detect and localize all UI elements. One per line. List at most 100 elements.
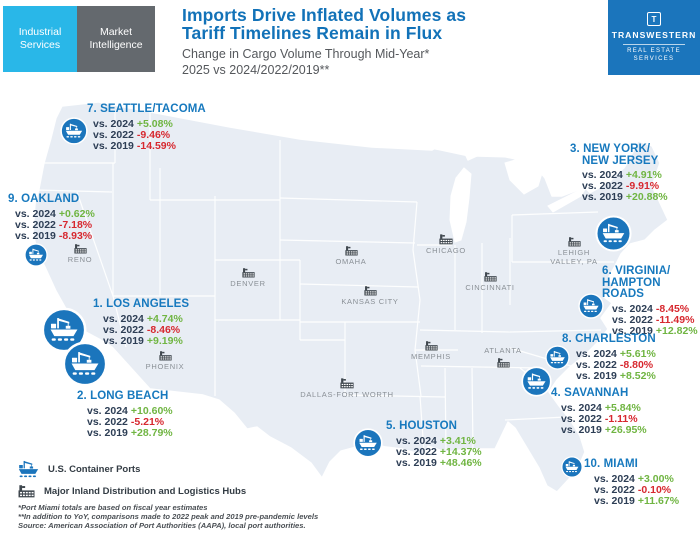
footnotes: *Port Miami totals are based on fiscal y…	[18, 503, 319, 530]
warehouse-icon	[484, 272, 497, 282]
vs-label: vs. 2019	[15, 229, 56, 242]
hub-memphis: MEMPHIS	[383, 341, 479, 362]
delta-value: +20.88%	[625, 191, 668, 203]
delta-value: +9.19%	[146, 334, 183, 347]
delta-value: -8.93%	[58, 229, 93, 242]
callout-virginia-hampton-roads: 6. VIRGINIA/ HAMPTON ROADS vs. 2024 -8.45…	[602, 265, 700, 337]
transwestern-t-icon: T	[647, 12, 661, 26]
footnote-2: **In addition to YoY, comparisons made t…	[18, 511, 319, 521]
divider	[623, 44, 685, 45]
hub-atlanta: ATLANTA	[455, 346, 551, 368]
port-name: 1. LOS ANGELES	[93, 298, 190, 310]
warehouse-icon	[18, 485, 35, 498]
warehouse-icon	[568, 237, 581, 247]
hub-label: RENO	[67, 255, 93, 264]
vs-label: vs. 2022	[87, 415, 128, 428]
callout-los-angeles: 1. LOS ANGELES vs. 2024 +4.74% vs. 2022 -8…	[93, 298, 190, 347]
delta-value: +5.61%	[619, 347, 656, 360]
port-name: 7. SEATTLE/TACOMA	[87, 103, 206, 115]
vs-label: vs. 2019	[93, 139, 134, 152]
vs-label: vs. 2019	[576, 369, 617, 382]
badge-market-intelligence: Market Intelligence	[77, 6, 155, 72]
delta-value: -8.45%	[655, 302, 690, 315]
hub-omaha: OMAHA	[303, 246, 399, 267]
footnote-3: Source: American Association of Port Aut…	[18, 520, 306, 530]
port-name: 9. OAKLAND	[8, 193, 80, 205]
header: Imports Drive Inflated Volumes as Tariff…	[182, 5, 467, 78]
delta-value: +4.91%	[625, 169, 662, 181]
delta-value: +14.37%	[439, 445, 482, 458]
vs-label: vs. 2019	[396, 456, 437, 469]
hub-label: CHICAGO	[426, 246, 466, 255]
hub-chicago: CHICAGO	[398, 234, 494, 256]
warehouse-icon	[439, 234, 453, 245]
port-icon-virginia-hampton-roads	[578, 293, 604, 319]
footnote-1: *Port Miami totals are based on fiscal y…	[18, 503, 208, 512]
hub-lehigh-valley: LEHIGH VALLEY, PA	[526, 237, 622, 266]
legend-container-ports: U.S. Container Ports	[18, 458, 246, 480]
delta-value: -8.46%	[146, 323, 181, 336]
vs-label: vs. 2022	[93, 128, 134, 141]
delta-value: +3.00%	[637, 472, 674, 485]
delta-value: -8.80%	[619, 358, 654, 371]
vs-label: vs. 2022	[396, 445, 437, 458]
vs-label: vs. 2024	[396, 434, 437, 447]
transwestern-name: TRANSWESTERN	[611, 30, 697, 40]
port-name: 6. VIRGINIA/ HAMPTON ROADS	[602, 265, 671, 300]
vs-label: vs. 2022	[594, 483, 635, 496]
vs-label: vs. 2024	[612, 302, 653, 315]
legend-label: Major Inland Distribution and Logistics …	[44, 485, 247, 497]
port-name: 2. LONG BEACH	[77, 390, 169, 402]
delta-value: +48.46%	[439, 456, 482, 469]
hub-reno: RENO	[32, 244, 128, 265]
port-name: 10. MIAMI	[584, 458, 638, 470]
vs-label: vs. 2019	[103, 334, 144, 347]
delta-value: +12.82%	[655, 324, 698, 337]
page-title-line1: Imports Drive Inflated Volumes as	[182, 5, 467, 25]
callout-miami: 10. MIAMI vs. 2024 +3.00% vs. 2022 -0.10% …	[584, 458, 679, 507]
delta-value: -9.46%	[136, 128, 171, 141]
badge-industrial-services: Industrial Services	[3, 6, 77, 72]
hub-label: ATLANTA	[484, 346, 522, 355]
warehouse-icon	[74, 244, 87, 254]
delta-value: -11.49%	[655, 313, 695, 326]
warehouse-icon	[159, 351, 172, 361]
legend-inland-hubs: Major Inland Distribution and Logistics …	[18, 480, 246, 502]
hub-denver: DENVER	[200, 268, 296, 289]
vs-label: vs. 2022	[582, 180, 623, 192]
warehouse-icon	[425, 341, 438, 351]
hub-kansas-city: KANSAS CITY	[322, 286, 418, 307]
warehouse-icon	[497, 358, 510, 368]
vs-label: vs. 2022	[15, 218, 56, 231]
page-title-line2: Tariff Timelines Remain in Flux	[182, 22, 443, 43]
vs-label: vs. 2024	[582, 169, 623, 181]
delta-value: +8.52%	[619, 369, 656, 382]
delta-value: +28.79%	[130, 426, 173, 439]
hub-phoenix: PHOENIX	[117, 351, 213, 372]
vs-label: vs. 2024	[15, 207, 56, 220]
hub-label: MEMPHIS	[411, 352, 451, 361]
vs-label: vs. 2022	[576, 358, 617, 371]
delta-value: +0.62%	[58, 207, 95, 220]
vs-label: vs. 2024	[93, 117, 134, 130]
vs-label: vs. 2024	[561, 401, 602, 414]
vs-label: vs. 2022	[561, 412, 602, 425]
delta-value: -1.11%	[604, 412, 638, 425]
delta-value: +3.41%	[439, 434, 476, 447]
vs-label: vs. 2022	[612, 313, 653, 326]
callout-oakland: 9. OAKLAND vs. 2024 +0.62% vs. 2022 -7.18%…	[8, 193, 95, 242]
port-icon-miami	[561, 456, 583, 478]
warehouse-icon	[340, 378, 354, 389]
delta-value: -9.91%	[625, 180, 660, 192]
callout-seattle-tacoma: 7. SEATTLE/TACOMA vs. 2024 +5.08% vs. 202…	[87, 103, 206, 152]
vs-label: vs. 2024	[103, 312, 144, 325]
delta-value: -0.10%	[637, 483, 672, 496]
callout-houston: 5. HOUSTON vs. 2024 +3.41% vs. 2022 +14.37…	[386, 420, 482, 469]
delta-value: +10.60%	[130, 404, 173, 417]
warehouse-icon	[242, 268, 255, 278]
transwestern-logo: T TRANSWESTERN REAL ESTATE SERVICES	[608, 0, 700, 75]
vs-label: vs. 2024	[576, 347, 617, 360]
port-icon-long-beach	[62, 341, 108, 387]
